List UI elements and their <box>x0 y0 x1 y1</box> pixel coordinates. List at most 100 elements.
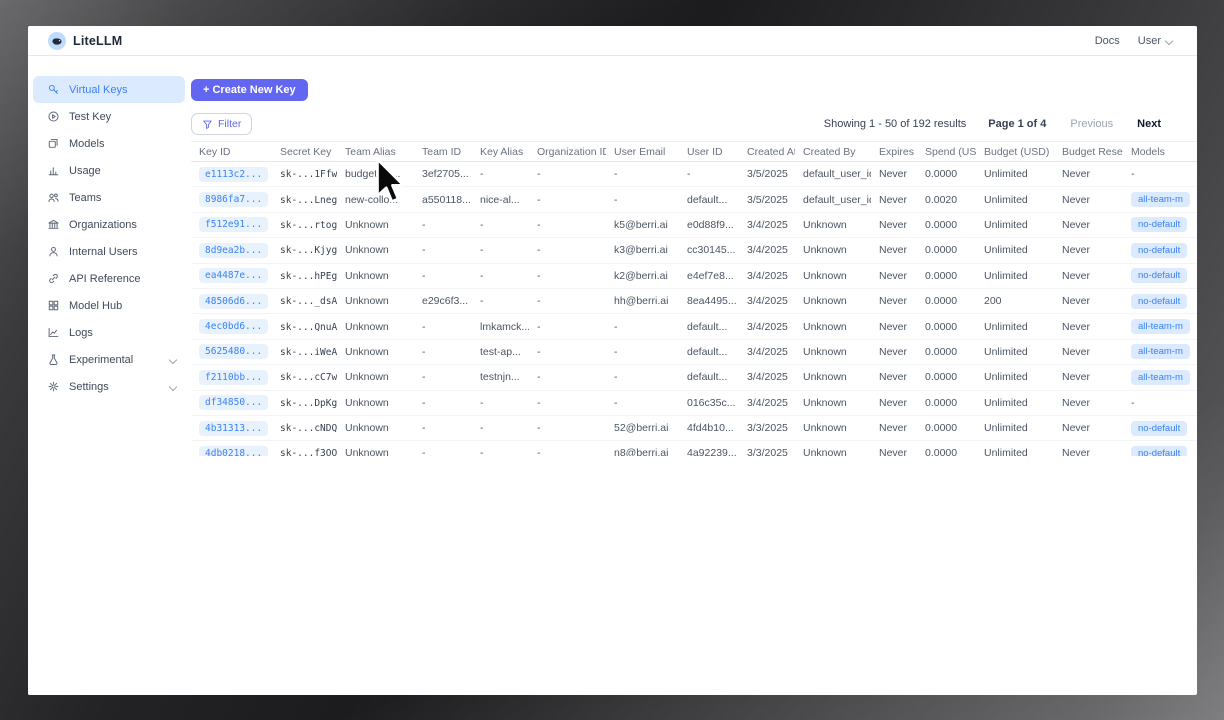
sidebar-item-label: Models <box>69 137 105 150</box>
model-badge[interactable]: all-team-m <box>1131 344 1190 360</box>
cell-created-at: 3/4/2025 <box>739 237 795 264</box>
cell-org-id: - <box>529 390 606 416</box>
cell-key-id: e1113c2... <box>191 161 272 188</box>
play-circle-icon <box>47 110 60 123</box>
cell-models: no-default <box>1123 263 1197 289</box>
key-id-link[interactable]: 4ec0bd6... <box>199 319 269 335</box>
cell-budget-reset: Never <box>1054 364 1123 391</box>
docs-link[interactable]: Docs <box>1094 34 1120 47</box>
cell-org-id: - <box>529 288 606 315</box>
cell-created-at: 3/4/2025 <box>739 263 795 289</box>
model-badge[interactable]: all-team-m <box>1131 319 1190 335</box>
key-id-link[interactable]: 8986fa7... <box>199 192 269 208</box>
main-content: + Create New Key Filter Showing 1 - 50 o… <box>191 56 1197 695</box>
sidebar-item-test-key[interactable]: Test Key <box>33 103 185 130</box>
sidebar-item-virtual-keys[interactable]: Virtual Keys <box>33 76 185 103</box>
model-badge[interactable]: no-default <box>1131 420 1188 436</box>
model-badge[interactable]: all-team-m <box>1131 192 1190 208</box>
cell-org-id: - <box>529 161 606 188</box>
sidebar-item-models[interactable]: Models <box>33 130 185 157</box>
cell-budget: Unlimited <box>976 263 1054 289</box>
cell-expires: Never <box>871 390 917 416</box>
sidebar-item-label: Organizations <box>69 218 137 231</box>
cell-expires: Never <box>871 313 917 340</box>
pagination: Showing 1 - 50 of 192 results Page 1 of … <box>824 118 1161 130</box>
sidebar-item-teams[interactable]: Teams <box>33 184 185 211</box>
keys-table-container[interactable]: Key ID Secret Key Team Alias Team ID Key Ali… <box>191 141 1197 456</box>
cell-user-email: k5@berri.ai <box>606 212 679 239</box>
cell-models: - <box>1123 161 1197 188</box>
sidebar-item-api-reference[interactable]: API Reference <box>33 265 185 292</box>
cell-created-at: 3/4/2025 <box>739 288 795 315</box>
cell-key-id: ea4487e... <box>191 263 272 289</box>
sidebar-item-organizations[interactable]: Organizations <box>33 211 185 238</box>
cell-team-alias: new-collo... <box>337 186 414 213</box>
model-badge[interactable]: no-default <box>1131 445 1188 456</box>
table-row: f512e91... sk-...rtog Unknown - - - k5@berri.a… <box>191 212 1197 239</box>
cell-budget: Unlimited <box>976 161 1054 188</box>
key-id-link[interactable]: df34850... <box>199 395 269 411</box>
model-badge[interactable]: no-default <box>1131 293 1188 309</box>
cell-secret-key: sk-...Kjyg <box>272 237 337 264</box>
key-id-link[interactable]: 48506d6... <box>199 293 269 309</box>
cell-team-alias: Unknown <box>337 364 414 391</box>
sidebar-item-label: Usage <box>69 164 101 177</box>
user-menu[interactable]: User <box>1138 35 1173 47</box>
cell-created-at: 3/4/2025 <box>739 339 795 366</box>
cell-key-alias: - <box>472 288 529 315</box>
sidebar-item-logs[interactable]: Logs <box>33 319 185 346</box>
app-window: LiteLLM Docs User Virtual Keys Test Key Mo… <box>28 26 1197 695</box>
cell-key-id: 4ec0bd6... <box>191 313 272 340</box>
key-id-link[interactable]: 5625480... <box>199 344 269 360</box>
next-page-button[interactable]: Next <box>1137 118 1161 130</box>
cell-key-alias: - <box>472 237 529 264</box>
cell-created-by: Unknown <box>795 263 871 289</box>
sidebar-item-model-hub[interactable]: Model Hub <box>33 292 185 319</box>
secret-key-value: sk-...Kjyg <box>280 245 337 257</box>
key-id-link[interactable]: ea4487e... <box>199 268 269 284</box>
cell-user-id: 016c35c... <box>679 390 739 416</box>
key-id-link[interactable]: e1113c2... <box>199 166 269 182</box>
cell-spend: 0.0000 <box>917 263 976 289</box>
cell-key-alias: - <box>472 415 529 442</box>
cell-user-id: 4fd4b10... <box>679 415 739 442</box>
sidebar-item-usage[interactable]: Usage <box>33 157 185 184</box>
model-badge[interactable]: no-default <box>1131 242 1188 258</box>
cell-expires: Never <box>871 440 917 456</box>
cell-budget-reset: Never <box>1054 212 1123 239</box>
key-id-link[interactable]: f2110bb... <box>199 369 269 385</box>
create-new-key-button[interactable]: + Create New Key <box>191 79 308 101</box>
cell-budget-reset: Never <box>1054 313 1123 340</box>
cell-key-alias: - <box>472 263 529 289</box>
cell-created-at: 3/5/2025 <box>739 186 795 213</box>
model-badge[interactable]: all-team-m <box>1131 369 1190 385</box>
cell-user-id: - <box>679 161 739 188</box>
chevron-down-icon <box>1165 37 1173 45</box>
cell-secret-key: sk-...f3OO <box>272 440 337 456</box>
model-badge[interactable]: no-default <box>1131 268 1188 284</box>
cell-team-id: - <box>414 339 472 366</box>
funnel-icon <box>203 120 212 129</box>
key-id-link[interactable]: 4db0218... <box>199 445 269 456</box>
cell-user-email: - <box>606 186 679 213</box>
flask-icon <box>47 353 60 366</box>
previous-page-button[interactable]: Previous <box>1070 118 1114 130</box>
cell-org-id: - <box>529 440 606 456</box>
secret-key-value: sk-..._dsA <box>280 296 337 308</box>
sidebar-item-settings[interactable]: Settings <box>33 373 185 400</box>
cell-secret-key: sk-..._dsA <box>272 288 337 315</box>
key-id-link[interactable]: f512e91... <box>199 217 269 233</box>
cell-org-id: - <box>529 313 606 340</box>
cell-created-by: Unknown <box>795 313 871 340</box>
sidebar-item-label: Logs <box>69 326 93 339</box>
sidebar-item-label: Test Key <box>69 110 112 123</box>
user-icon <box>47 245 60 258</box>
sidebar-item-internal-users[interactable]: Internal Users <box>33 238 185 265</box>
key-id-link[interactable]: 8d9ea2b... <box>199 242 269 258</box>
model-badge[interactable]: no-default <box>1131 217 1188 233</box>
filter-button[interactable]: Filter <box>191 113 253 135</box>
cell-org-id: - <box>529 186 606 213</box>
column-header-budget: Budget (USD) <box>976 141 1054 162</box>
sidebar-item-experimental[interactable]: Experimental <box>33 346 185 373</box>
key-id-link[interactable]: 4b31313... <box>199 420 269 436</box>
